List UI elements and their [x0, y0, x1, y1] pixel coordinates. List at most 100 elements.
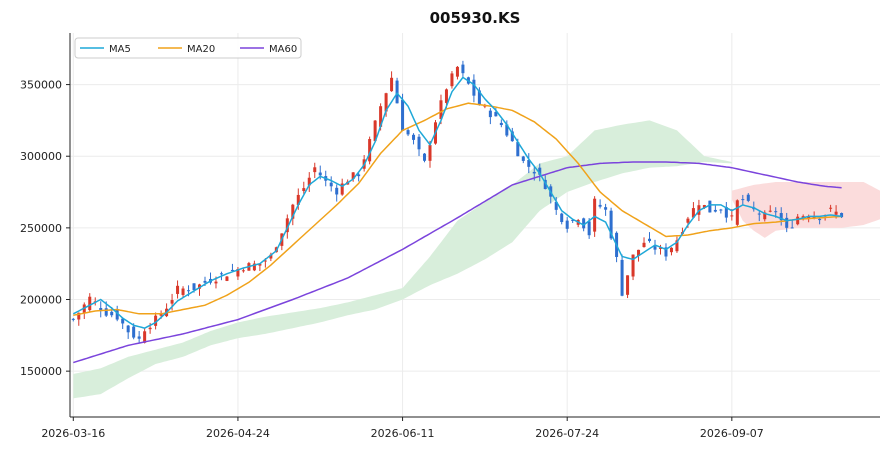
candle-up: [88, 296, 92, 311]
candle-up: [428, 145, 432, 161]
candle-up: [626, 275, 630, 295]
candle-down: [99, 308, 103, 311]
candle-down: [818, 218, 822, 221]
candle-down: [527, 160, 531, 167]
candle-down: [582, 218, 586, 229]
candle-down: [132, 326, 136, 338]
candle-up: [77, 312, 81, 320]
candle-up: [658, 247, 662, 249]
candle-down: [565, 220, 569, 229]
candle-down: [746, 194, 750, 201]
x-tick-label: 2026-04-24: [206, 427, 270, 440]
ma20-line: [73, 102, 842, 317]
candle-up: [686, 218, 690, 223]
candle-up: [154, 315, 158, 326]
ma60-line: [73, 161, 842, 364]
candle-down: [192, 283, 196, 291]
cloud-bullish: [73, 120, 732, 399]
candle-up: [730, 215, 734, 217]
candle-down: [121, 318, 125, 324]
candle-down: [779, 213, 783, 221]
candle-down: [653, 246, 657, 250]
candle-down: [318, 172, 322, 176]
candle-down: [395, 80, 399, 104]
candle-up: [307, 177, 311, 186]
candle-up: [176, 285, 180, 294]
candle-down: [423, 153, 427, 161]
candle-down: [785, 217, 789, 228]
legend-label: MA5: [109, 44, 131, 55]
candle-up: [170, 300, 174, 304]
x-tick-label: 2026-06-11: [371, 427, 435, 440]
candle-up: [225, 276, 229, 281]
candle-down: [499, 122, 503, 126]
candle-up: [313, 167, 317, 173]
candle-down: [110, 311, 114, 316]
candle-down: [598, 204, 602, 207]
candle-down: [329, 182, 333, 187]
candle-up: [669, 247, 673, 253]
candle-up: [269, 254, 273, 259]
candle-down: [774, 211, 778, 213]
candle-down: [664, 247, 668, 257]
legend-label: MA20: [187, 44, 215, 55]
candle-up: [285, 218, 289, 233]
candle-up: [252, 263, 256, 271]
legend-label: MA60: [269, 44, 297, 55]
candle-up: [368, 139, 372, 162]
candle-up: [214, 281, 218, 284]
candle-down: [126, 325, 130, 333]
candle-down: [335, 187, 339, 195]
candle-up: [302, 188, 306, 191]
candle-down: [417, 136, 421, 150]
candle-down: [137, 336, 141, 339]
x-tick-label: 2026-07-24: [535, 427, 599, 440]
candle-down: [357, 174, 361, 177]
candle-down: [115, 308, 119, 320]
candle-up: [258, 263, 262, 266]
candle-down: [840, 213, 844, 218]
candle-up: [236, 268, 240, 277]
candle-up: [829, 207, 833, 209]
candle-up: [351, 172, 355, 179]
candle-up: [340, 183, 344, 195]
candle-up: [390, 77, 394, 92]
candle-up: [675, 240, 679, 252]
candle-up: [291, 204, 295, 219]
candle-down: [505, 124, 509, 136]
candle-up: [241, 270, 245, 272]
candle-down: [510, 131, 514, 142]
candle-up: [159, 313, 163, 316]
candle-up: [642, 242, 646, 248]
candle-up: [735, 200, 739, 225]
candle-down: [724, 207, 728, 218]
candle-up: [834, 211, 838, 215]
candle-down: [477, 90, 481, 106]
candle-up: [379, 106, 383, 127]
candle-up: [593, 198, 597, 232]
candle-down: [401, 99, 405, 131]
candle-up: [768, 210, 772, 212]
candle-down: [571, 219, 575, 221]
candle-up: [812, 216, 816, 219]
candle-down: [494, 111, 498, 117]
x-tick-label: 2026-09-07: [700, 427, 764, 440]
candle-down: [741, 199, 745, 201]
candle-up: [143, 331, 147, 343]
candle-down: [461, 64, 465, 74]
x-tick-label: 2026-03-16: [41, 427, 105, 440]
candle-down: [648, 238, 652, 242]
candle-down: [587, 221, 591, 236]
candle-down: [472, 79, 476, 96]
chart-title: 005930.KS: [430, 9, 521, 27]
candle-down: [620, 259, 624, 296]
candlesticks: [71, 60, 844, 344]
candle-up: [691, 208, 695, 218]
candle-down: [488, 110, 492, 118]
candle-down: [532, 171, 536, 174]
candle-up: [384, 93, 388, 112]
candle-down: [543, 179, 547, 190]
candle-up: [631, 254, 635, 277]
